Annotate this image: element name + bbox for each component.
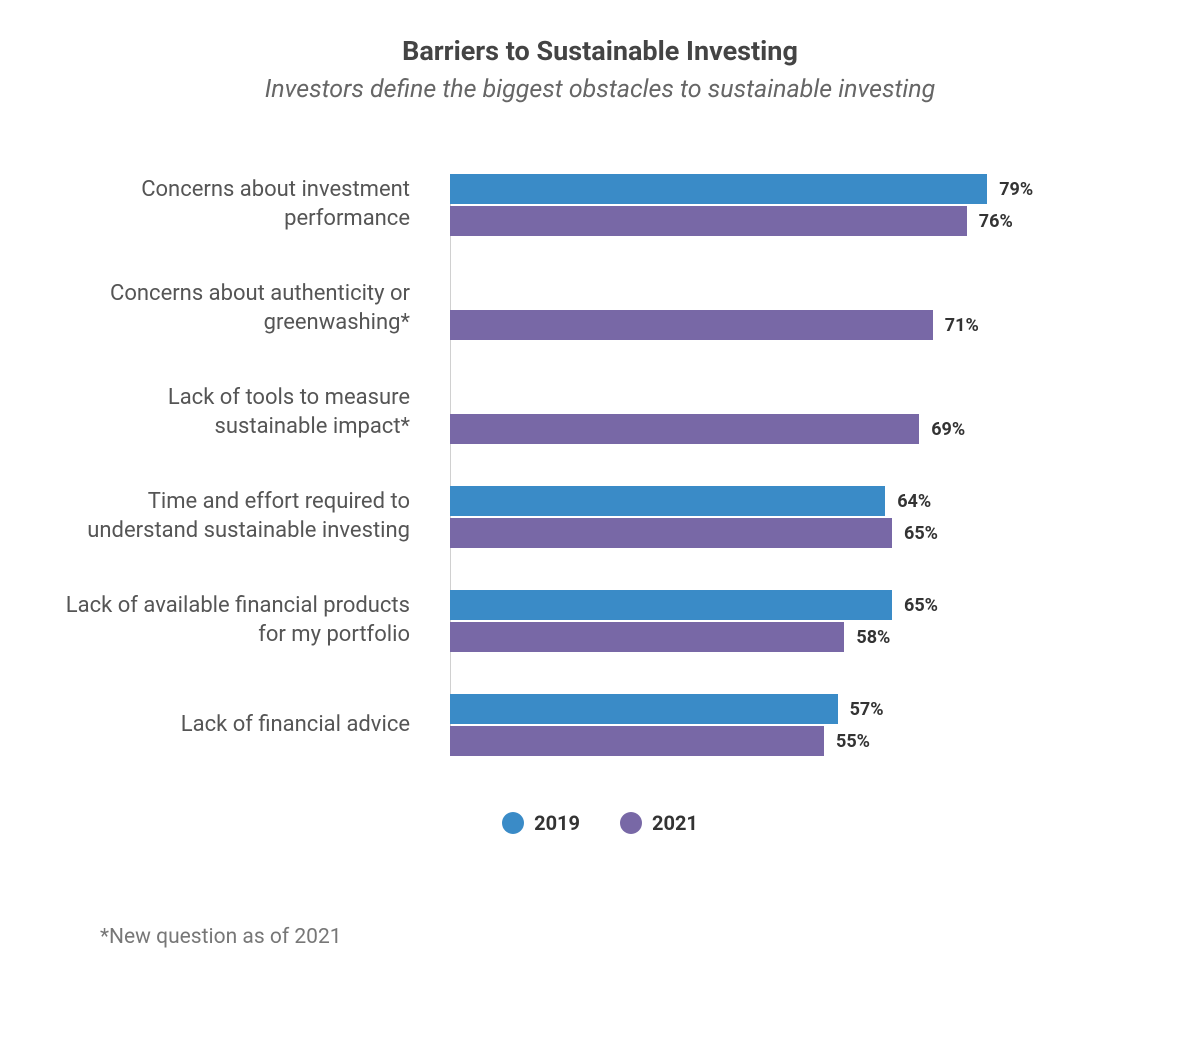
bar-value-label: 69% — [931, 419, 965, 440]
bar — [450, 694, 838, 724]
bar — [450, 590, 892, 620]
bar-value-label: 71% — [945, 315, 979, 336]
category-row: Lack of available financial products for… — [50, 590, 1150, 652]
bars-group: 57% 55% — [430, 694, 1150, 756]
legend-label: 2021 — [652, 811, 698, 835]
bar-row: 71% — [450, 310, 1150, 340]
bar-value-label: 57% — [850, 699, 884, 720]
bar-value-label: 76% — [979, 211, 1013, 232]
category-row: Time and effort required to understand s… — [50, 486, 1150, 548]
category-label: Lack of available financial products for… — [50, 592, 430, 649]
bar — [450, 206, 967, 236]
bar — [450, 414, 919, 444]
category-row: Concerns about authenticity or greenwash… — [50, 278, 1150, 340]
category-row: Lack of financial advice 57% 55% — [50, 694, 1150, 756]
y-axis-line — [450, 174, 451, 756]
bar-value-label: 64% — [897, 491, 931, 512]
bar-row: 55% — [450, 726, 1150, 756]
category-label: Concerns about investment performance — [50, 176, 430, 233]
chart-legend: 2019 2021 — [50, 811, 1150, 835]
bar — [450, 726, 824, 756]
bar-row: 65% — [450, 590, 1150, 620]
bar-row: 58% — [450, 622, 1150, 652]
bar-value-label: 55% — [836, 731, 870, 752]
bar-row: 69% — [450, 414, 1150, 444]
bar — [450, 622, 844, 652]
bar-value-label: 58% — [856, 627, 890, 648]
legend-item: 2019 — [502, 811, 580, 835]
category-label: Time and effort required to understand s… — [50, 488, 430, 545]
bars-group: 64% 65% — [430, 486, 1150, 548]
bar-row: 57% — [450, 694, 1150, 724]
bar-row: 76% — [450, 206, 1150, 236]
category-label: Concerns about authenticity or greenwash… — [50, 280, 430, 337]
bar — [450, 310, 933, 340]
legend-label: 2019 — [534, 811, 580, 835]
bar — [450, 518, 892, 548]
bar-value-label: 79% — [999, 179, 1033, 200]
category-row: Lack of tools to measure sustainable imp… — [50, 382, 1150, 444]
bar-value-label: 65% — [904, 595, 938, 616]
legend-item: 2021 — [620, 811, 698, 835]
bar — [450, 174, 987, 204]
chart-subtitle: Investors define the biggest obstacles t… — [50, 75, 1150, 104]
category-label: Lack of financial advice — [50, 711, 430, 740]
bar-row: 65% — [450, 518, 1150, 548]
bar — [450, 486, 885, 516]
legend-swatch-icon — [620, 812, 642, 834]
bars-group: 71% — [430, 278, 1150, 340]
bars-group: 65% 58% — [430, 590, 1150, 652]
bar-row: 79% — [450, 174, 1150, 204]
chart-footnote: *New question as of 2021 — [100, 925, 1150, 949]
bars-group: 69% — [430, 382, 1150, 444]
bars-group: 79% 76% — [430, 174, 1150, 236]
category-label: Lack of tools to measure sustainable imp… — [50, 384, 430, 441]
bar-row: 64% — [450, 486, 1150, 516]
legend-swatch-icon — [502, 812, 524, 834]
bars-container: Concerns about investment performance79%… — [50, 174, 1150, 756]
category-row: Concerns about investment performance79%… — [50, 174, 1150, 236]
chart-title: Barriers to Sustainable Investing — [50, 35, 1150, 67]
bar-value-label: 65% — [904, 523, 938, 544]
chart-plot-area: Concerns about investment performance79%… — [50, 174, 1150, 756]
